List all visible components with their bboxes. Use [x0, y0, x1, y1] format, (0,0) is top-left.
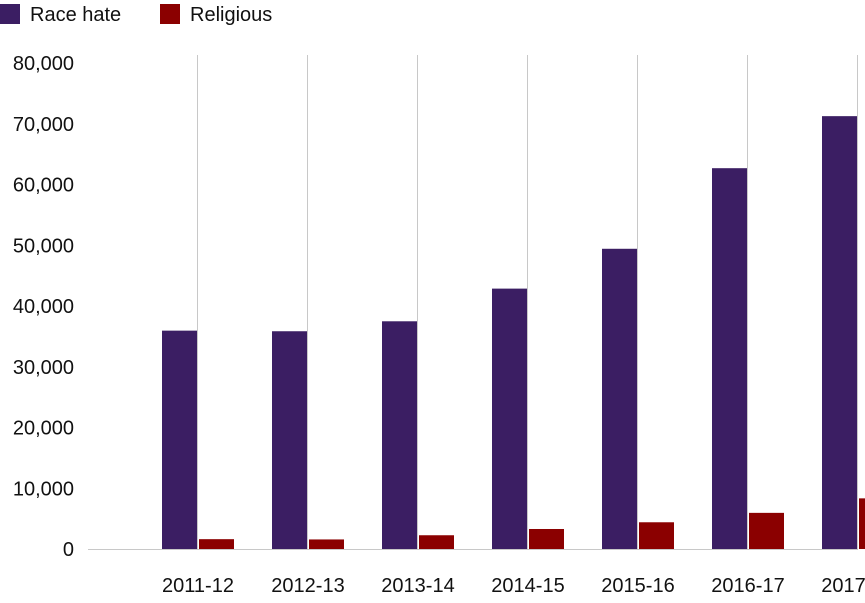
y-tick-label: 10,000 [13, 478, 74, 500]
x-tick-label: 2013-14 [381, 575, 454, 597]
y-tick-label: 50,000 [13, 235, 74, 257]
bar-religious-2014-15 [529, 528, 564, 549]
bar-race-hate-2011-12 [162, 330, 197, 549]
y-tick-label: 0 [63, 539, 74, 561]
bar-religious-2012-13 [309, 539, 344, 549]
legend-label-race-hate: Race hate [30, 4, 121, 26]
y-tick-label: 40,000 [13, 296, 74, 318]
bar-religious-2017-18 [859, 498, 865, 549]
x-tick-label: 2011-12 [162, 575, 234, 597]
y-tick-label: 70,000 [13, 114, 74, 136]
legend-swatch-religious [160, 4, 180, 24]
bar-religious-2011-12 [199, 539, 234, 549]
gridlines [88, 55, 858, 550]
legend-swatch-race-hate [0, 4, 20, 24]
x-tick-label: 2016-17 [711, 575, 784, 597]
x-tick-label: 2017-18 [821, 575, 865, 597]
y-tick-label: 60,000 [13, 175, 74, 197]
bar-religious-2015-16 [639, 522, 674, 549]
bar-race-hate-2013-14 [382, 321, 417, 549]
x-tick-label: 2012-13 [271, 575, 344, 597]
bar-race-hate-2014-15 [492, 288, 527, 549]
legend-label-religious: Religious [190, 4, 272, 26]
bar-race-hate-2015-16 [602, 248, 637, 549]
x-axis: 2011-12 2012-13 2013-14 2014-15 2015-16 2016-… [162, 575, 865, 597]
legend: Race hate Religious [0, 4, 272, 26]
bar-religious-2013-14 [419, 535, 454, 549]
bar-race-hate-2012-13 [272, 331, 307, 549]
bar-religious-2016-17 [749, 512, 784, 549]
bar-race-hate-2017-18 [822, 116, 857, 549]
x-tick-label: 2015-16 [601, 575, 674, 597]
y-axis: 0 10,000 20,000 30,000 40,000 50,000 60,000 70,… [13, 53, 74, 561]
y-tick-label: 30,000 [13, 357, 74, 379]
x-tick-label: 2014-15 [491, 575, 564, 597]
y-tick-label: 20,000 [13, 418, 74, 440]
y-tick-label: 80,000 [13, 53, 74, 75]
bars [162, 116, 865, 549]
bar-race-hate-2016-17 [712, 168, 747, 549]
